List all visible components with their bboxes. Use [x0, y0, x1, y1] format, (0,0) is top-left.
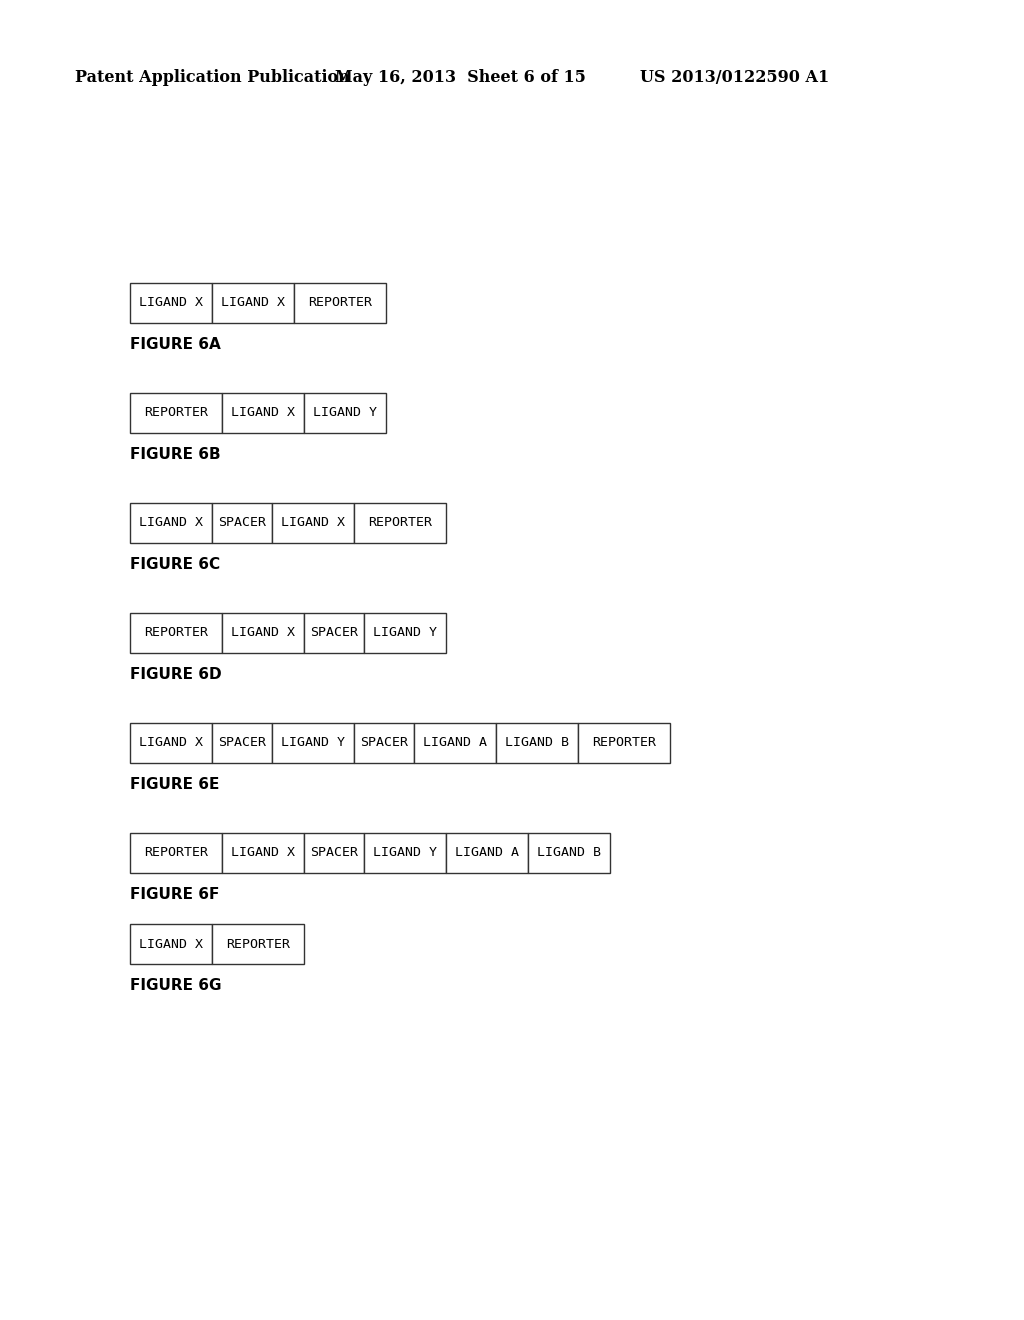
Text: REPORTER: REPORTER: [368, 516, 432, 529]
Text: REPORTER: REPORTER: [226, 937, 290, 950]
Bar: [528, 833, 610, 873]
Bar: [304, 393, 386, 433]
Bar: [414, 723, 496, 763]
Bar: [222, 393, 304, 433]
Text: SPACER: SPACER: [218, 516, 266, 529]
Text: US 2013/0122590 A1: US 2013/0122590 A1: [640, 70, 829, 87]
Bar: [130, 723, 212, 763]
Bar: [130, 393, 222, 433]
Text: LIGAND A: LIGAND A: [455, 846, 519, 859]
Bar: [130, 503, 212, 543]
Bar: [130, 612, 222, 653]
Text: REPORTER: REPORTER: [144, 407, 208, 420]
Text: LIGAND X: LIGAND X: [139, 297, 203, 309]
Text: FIGURE 6F: FIGURE 6F: [130, 887, 219, 902]
Text: LIGAND X: LIGAND X: [231, 846, 295, 859]
Text: SPACER: SPACER: [360, 737, 408, 750]
Bar: [212, 924, 304, 964]
Text: FIGURE 6G: FIGURE 6G: [130, 978, 221, 993]
Text: Patent Application Publication: Patent Application Publication: [75, 70, 350, 87]
Text: SPACER: SPACER: [310, 846, 358, 859]
Text: LIGAND X: LIGAND X: [221, 297, 285, 309]
Text: LIGAND X: LIGAND X: [231, 407, 295, 420]
Text: FIGURE 6A: FIGURE 6A: [130, 337, 221, 352]
Bar: [446, 833, 528, 873]
Text: LIGAND X: LIGAND X: [139, 737, 203, 750]
Bar: [354, 503, 446, 543]
Text: LIGAND Y: LIGAND Y: [313, 407, 377, 420]
Text: LIGAND A: LIGAND A: [423, 737, 487, 750]
Text: LIGAND X: LIGAND X: [281, 516, 345, 529]
Bar: [272, 723, 354, 763]
Text: May 16, 2013  Sheet 6 of 15: May 16, 2013 Sheet 6 of 15: [335, 70, 586, 87]
Text: LIGAND Y: LIGAND Y: [281, 737, 345, 750]
Text: SPACER: SPACER: [310, 627, 358, 639]
Text: LIGAND X: LIGAND X: [139, 516, 203, 529]
Text: REPORTER: REPORTER: [308, 297, 372, 309]
Bar: [364, 612, 446, 653]
Text: LIGAND Y: LIGAND Y: [373, 627, 437, 639]
Bar: [578, 723, 670, 763]
Bar: [212, 723, 272, 763]
Text: REPORTER: REPORTER: [144, 627, 208, 639]
Bar: [354, 723, 414, 763]
Text: SPACER: SPACER: [218, 737, 266, 750]
Text: LIGAND B: LIGAND B: [537, 846, 601, 859]
Text: LIGAND Y: LIGAND Y: [373, 846, 437, 859]
Bar: [212, 282, 294, 323]
Bar: [272, 503, 354, 543]
Bar: [130, 282, 212, 323]
Bar: [222, 833, 304, 873]
Text: LIGAND X: LIGAND X: [139, 937, 203, 950]
Text: LIGAND B: LIGAND B: [505, 737, 569, 750]
Text: FIGURE 6E: FIGURE 6E: [130, 777, 219, 792]
Bar: [130, 924, 212, 964]
Bar: [294, 282, 386, 323]
Bar: [130, 833, 222, 873]
Bar: [364, 833, 446, 873]
Text: REPORTER: REPORTER: [592, 737, 656, 750]
Text: FIGURE 6C: FIGURE 6C: [130, 557, 220, 572]
Bar: [496, 723, 578, 763]
Bar: [212, 503, 272, 543]
Bar: [304, 612, 364, 653]
Bar: [222, 612, 304, 653]
Bar: [304, 833, 364, 873]
Text: LIGAND X: LIGAND X: [231, 627, 295, 639]
Text: FIGURE 6B: FIGURE 6B: [130, 447, 220, 462]
Text: REPORTER: REPORTER: [144, 846, 208, 859]
Text: FIGURE 6D: FIGURE 6D: [130, 667, 221, 682]
